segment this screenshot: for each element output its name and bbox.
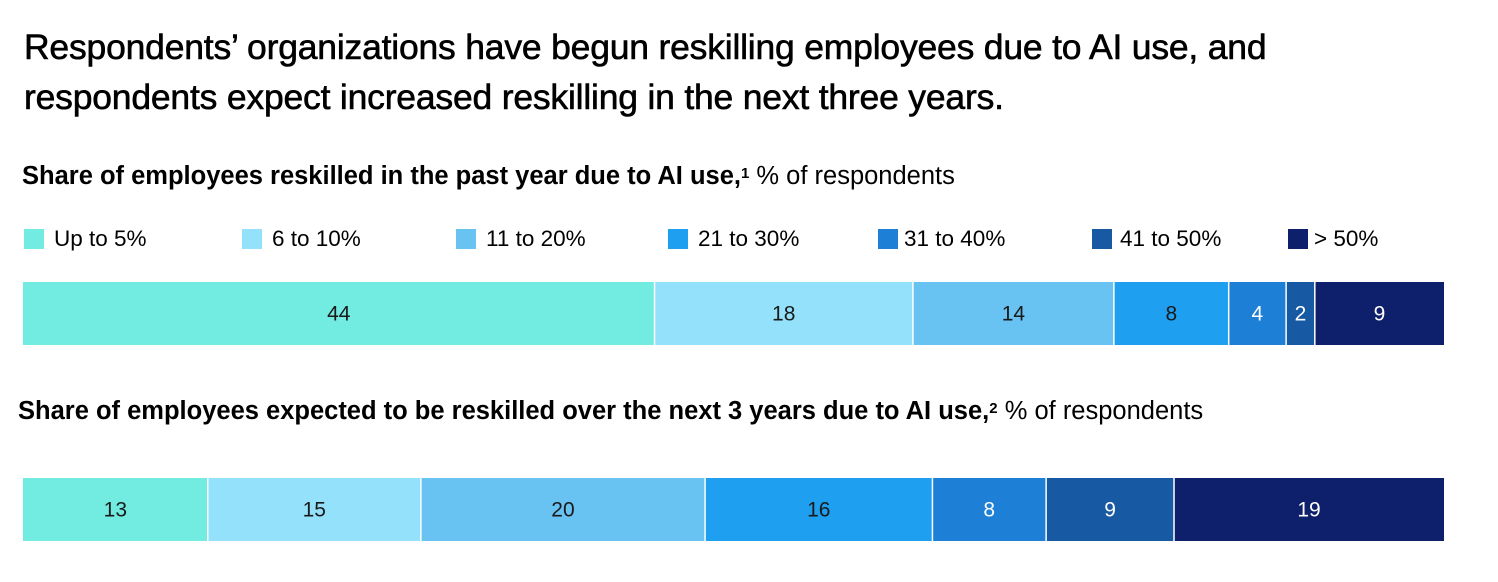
segment-label-past-year-6: 9 [1374, 303, 1386, 326]
bar-next-3-years: 13 15 20 16 8 9 19 [23, 478, 1444, 541]
chart2-unit: % of respondents [1004, 397, 1204, 425]
bar-segment-past-year-4 [1228, 282, 1287, 345]
bar-segment-past-year-0 [23, 282, 655, 345]
legend-label: 41 to 50% [1120, 226, 1222, 251]
bar-segment-next-3-years-0 [23, 478, 208, 541]
bar-past-year: 44 18 14 8 4 2 9 [23, 282, 1444, 345]
legend-item-11-to-20: 11 to 20% [456, 224, 586, 254]
chart2-subtitle-text: Share of employees expected to be reskil… [18, 397, 990, 425]
segment-label-past-year-1: 18 [772, 303, 795, 326]
bar-segment-next-3-years-2 [420, 478, 706, 541]
legend-swatch [242, 229, 262, 249]
bar-segment-next-3-years-1 [207, 478, 421, 541]
legend-swatch [1092, 229, 1112, 249]
legend-item-6-to-10: 6 to 10% [242, 224, 361, 254]
legend-swatch [878, 229, 898, 249]
legend-label: 31 to 40% [904, 226, 1006, 251]
segment-label-next-3-years-0: 13 [104, 499, 127, 522]
bar-segment-next-3-years-6 [1174, 478, 1444, 541]
segment-label-past-year-3: 8 [1165, 303, 1177, 326]
segment-label-past-year-2: 14 [1002, 303, 1026, 326]
segment-label-past-year-5: 2 [1295, 303, 1307, 326]
segment-label-next-3-years-4: 8 [983, 499, 995, 522]
chart1-unit: % of respondents [756, 162, 955, 190]
segment-label-next-3-years-3: 16 [807, 499, 830, 522]
bar-segment-next-3-years-3 [705, 478, 933, 541]
chart1-subtitle-text: Share of employees reskilled in the past… [22, 162, 741, 190]
legend-item-21-to-30: 21 to 30% [668, 224, 799, 254]
segment-label-next-3-years-6: 19 [1297, 499, 1320, 522]
legend-label: 21 to 30% [698, 226, 800, 251]
legend-label: Up to 5% [54, 226, 147, 251]
bar-segment-past-year-2 [912, 282, 1114, 345]
legend-swatch [1288, 229, 1308, 249]
bar-segment-past-year-1 [654, 282, 913, 345]
bar-segment-next-3-years-5 [1046, 478, 1175, 541]
legend-swatch [24, 229, 44, 249]
segment-label-past-year-0: 44 [327, 303, 351, 326]
legend-label: 11 to 20% [486, 226, 586, 251]
chart1-subtitle: Share of employees reskilled in the past… [22, 161, 955, 191]
bar-segment-past-year-6 [1314, 282, 1444, 345]
legend-swatch [668, 229, 688, 249]
legend-label: > 50% [1314, 226, 1379, 251]
bar-segment-next-3-years-4 [932, 478, 1047, 541]
legend-item-31-to-40: 31 to 40% [878, 224, 1005, 254]
bar-segment-past-year-3 [1113, 282, 1229, 345]
legend-item-over-50: > 50% [1288, 224, 1378, 254]
segment-label-past-year-4: 4 [1252, 303, 1264, 326]
bar-segment-past-year-5 [1286, 282, 1315, 345]
segment-label-next-3-years-2: 20 [551, 499, 574, 522]
segment-label-next-3-years-1: 15 [303, 499, 326, 522]
chart1-footnote-marker: 1 [740, 165, 750, 182]
legend-item-41-to-50: 41 to 50% [1092, 224, 1221, 254]
segment-label-next-3-years-5: 9 [1104, 499, 1116, 522]
chart2-footnote-marker: 2 [989, 400, 998, 417]
legend-label: 6 to 10% [272, 226, 361, 251]
chart-title: Respondents’ organizations have begun re… [24, 27, 1267, 118]
legend-item-up-to-5: Up to 5% [24, 224, 147, 254]
legend-swatch [456, 229, 476, 249]
chart2-subtitle: Share of employees expected to be reskil… [18, 396, 1203, 426]
